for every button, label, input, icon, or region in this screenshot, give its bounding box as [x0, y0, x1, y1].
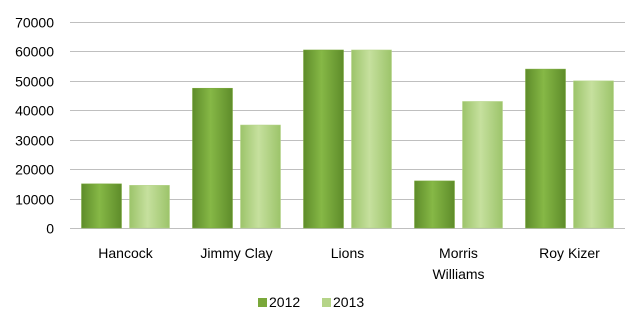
x-category-label-3: Morris Williams [432, 245, 484, 282]
legend-swatch-2012 [258, 298, 267, 307]
y-tick-label-0: 0 [46, 221, 54, 237]
bar-2013-1 [240, 124, 281, 229]
bar-2012-3 [414, 180, 455, 229]
x-category-label-4: Roy Kizer [539, 245, 600, 261]
y-tick-label-7: 70000 [15, 15, 54, 31]
bar-2012-0 [81, 183, 122, 229]
bar-2012-2 [303, 49, 344, 229]
bar-2013-4 [573, 80, 614, 229]
legend: 2012 2013 [258, 294, 364, 310]
bar-2012-1 [192, 87, 233, 229]
y-tick-label-3: 30000 [15, 133, 54, 149]
bar-2013-0 [129, 185, 170, 229]
x-category-label-2: Lions [331, 245, 364, 261]
y-tick-label-5: 50000 [15, 74, 54, 90]
bar-2013-3 [462, 101, 503, 229]
x-category-label-0: Hancock [98, 245, 153, 261]
bars [81, 49, 614, 229]
y-tick-label-4: 40000 [15, 103, 54, 119]
y-tick-label-2: 20000 [15, 162, 54, 178]
x-category-label-1: Jimmy Clay [200, 245, 272, 261]
x-axis-categories: Hancock Jimmy Clay Lions Morris Williams Roy … [98, 245, 600, 282]
legend-swatch-2013 [322, 298, 331, 307]
legend-label-2013: 2013 [333, 294, 364, 310]
bar-2012-4 [525, 68, 566, 229]
y-axis-ticks: 0 10000 20000 30000 40000 50000 60000 70000 [15, 15, 54, 237]
bar-2013-2 [351, 49, 392, 229]
y-tick-label-6: 60000 [15, 44, 54, 60]
legend-label-2012: 2012 [269, 294, 300, 310]
y-tick-label-1: 10000 [15, 192, 54, 208]
